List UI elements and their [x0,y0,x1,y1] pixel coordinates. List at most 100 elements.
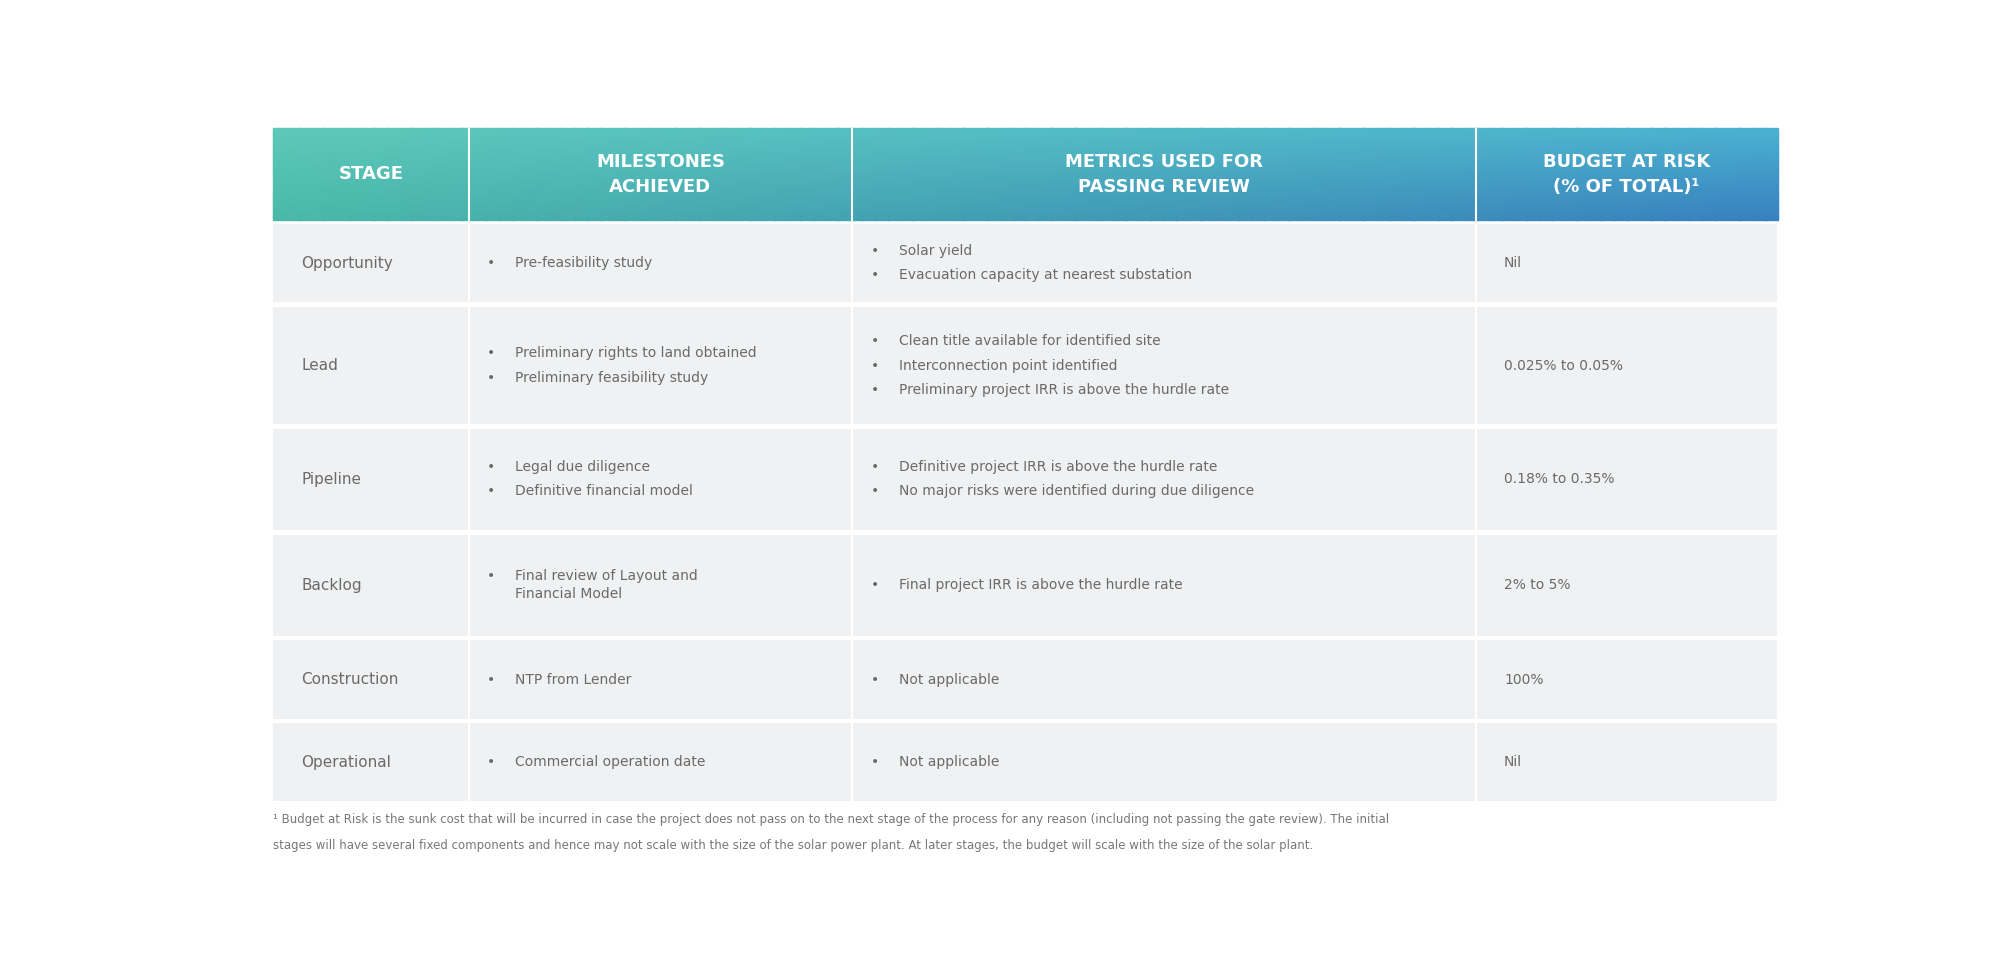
Bar [1000,143,1014,147]
Bar [1714,158,1728,162]
Bar [1664,164,1678,168]
Bar [900,186,914,190]
Bar [1288,143,1302,147]
Bar [1024,204,1040,208]
Bar [286,146,300,149]
Bar [1100,134,1114,138]
Bar [1414,207,1428,211]
Bar [1062,189,1076,192]
Bar [524,128,538,132]
Bar [874,213,888,217]
Bar [686,207,700,211]
Bar [1552,186,1566,190]
Bar [586,152,600,156]
Bar [1764,213,1778,217]
Bar [1438,177,1452,181]
Bar [1038,201,1052,205]
Bar [912,140,926,144]
Bar [486,146,500,149]
Bar [424,167,438,171]
Bar [1764,155,1778,159]
Bar [1226,210,1240,214]
Bar [1038,152,1052,156]
Bar [498,152,512,156]
Bar [774,134,788,138]
Bar [786,183,802,187]
Text: Definitive project IRR is above the hurdle rate: Definitive project IRR is above the hurd… [898,460,1216,474]
Bar [310,161,324,165]
Bar [650,198,664,201]
Bar [1038,146,1052,149]
Bar [1488,137,1502,141]
Bar [412,149,426,152]
Bar [786,177,802,181]
Bar [574,158,588,162]
Bar [736,146,750,149]
Bar [1476,191,1490,195]
Bar [274,140,288,144]
Bar [1212,131,1228,135]
Bar [962,164,976,168]
Bar [674,131,688,135]
Bar [1388,134,1402,138]
Text: STAGE: STAGE [338,165,404,184]
Bar [650,204,664,208]
Bar [1714,180,1728,184]
Bar [1552,128,1566,132]
Bar [324,210,338,214]
Bar [850,146,864,149]
Bar [1476,134,1490,138]
Bar [700,164,714,168]
Bar [900,155,914,159]
Bar [1300,177,1314,181]
Bar [1588,161,1602,165]
Bar [1138,191,1152,195]
Bar [1112,167,1126,171]
Bar [1350,216,1364,220]
Bar [1552,194,1566,198]
Bar [1588,191,1602,195]
Bar [1050,191,1064,195]
Bar [398,164,412,168]
Bar [286,158,300,162]
Bar [1326,210,1340,214]
Bar [950,210,964,214]
Bar [1062,174,1076,177]
Bar [412,201,426,205]
Bar [1426,164,1440,168]
Bar [1138,146,1152,149]
Bar [524,146,538,149]
Bar [874,207,888,211]
Bar [1350,146,1364,149]
Bar [1652,174,1666,177]
Bar [1690,183,1704,187]
Bar [1702,140,1716,144]
Bar [724,189,738,192]
Bar [1464,194,1478,198]
Bar [348,189,362,192]
Bar [612,170,626,174]
Bar [1226,149,1240,152]
Bar [1162,164,1176,168]
Bar [736,143,750,147]
Bar [1100,186,1114,190]
Bar [762,131,776,135]
Bar [1400,161,1414,165]
Bar [1588,152,1602,156]
Bar [1100,158,1114,162]
Bar [574,128,588,132]
Bar [324,164,338,168]
Bar [862,146,876,149]
Bar [1614,194,1628,198]
Bar [1314,128,1328,132]
Bar [424,177,438,181]
Bar [1150,183,1164,187]
Bar [1188,174,1202,177]
Bar [1714,198,1728,201]
Bar [1488,143,1502,147]
Bar [1638,174,1654,177]
Bar [600,170,614,174]
Bar [1364,180,1378,184]
Bar [1450,167,1466,171]
Bar [950,177,964,181]
